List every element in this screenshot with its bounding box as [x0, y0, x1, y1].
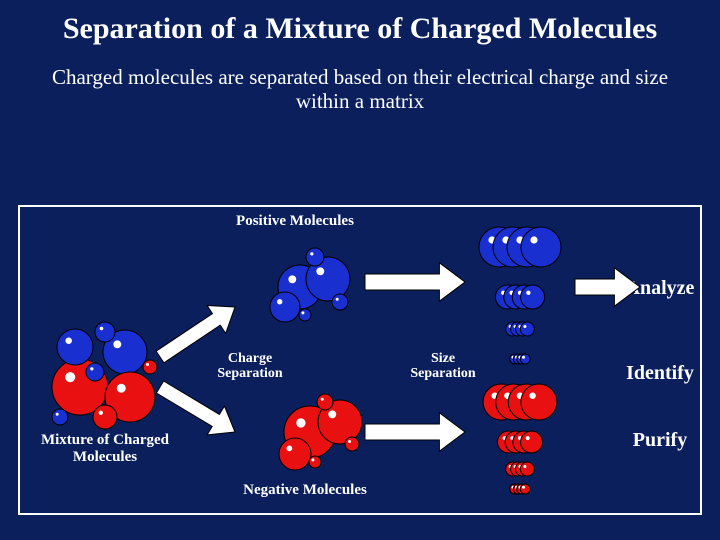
page-title: Separation of a Mixture of Charged Molec…	[0, 0, 720, 47]
page-subtitle: Charged molecules are separated based on…	[0, 47, 720, 113]
diagram-svg	[20, 207, 704, 517]
diagram-box: Positive Molecules Negative Molecules Ch…	[18, 205, 702, 515]
